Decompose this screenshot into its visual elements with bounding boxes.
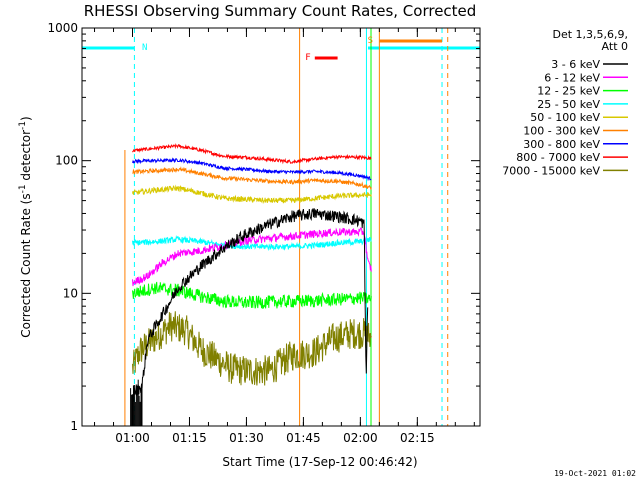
x-tick-label: 01:45 [286, 431, 321, 445]
series-line [132, 227, 372, 287]
legend-label: 7000 - 15000 keV [502, 164, 600, 177]
plot-frame [81, 27, 481, 427]
x-tick-label: 02:00 [343, 431, 378, 445]
legend-label: 3 - 6 keV [551, 58, 600, 71]
legend-label: 50 - 100 keV [530, 111, 600, 124]
legend-label: 25 - 50 keV [537, 98, 600, 111]
x-tick-label: 01:30 [229, 431, 264, 445]
x-axis-label: Start Time (17-Sep-12 00:46:42) [222, 455, 417, 469]
legend-label: 800 - 7000 keV [516, 151, 600, 164]
footer-timestamp: 19-Oct-2021 01:02 [554, 469, 636, 478]
y-axis-label: Corrected Count Rate (s-1 detector-1) [18, 116, 33, 337]
marker-label-n: N [142, 43, 147, 53]
y-axis-label-sup1: -1 [18, 184, 28, 193]
y-tick-label: 1 [70, 419, 78, 433]
y-axis: 1 10 100 1000 [47, 21, 480, 433]
series-line [132, 166, 372, 190]
series-line [132, 143, 372, 165]
legend-label: 300 - 800 keV [523, 138, 600, 151]
y-tick-label: 10 [63, 286, 78, 300]
series-line [132, 208, 369, 402]
legend-title-attenuator: Att 0 [602, 40, 628, 53]
y-axis-label-mid: detector [19, 130, 33, 185]
x-axis: 01:00 01:15 01:30 01:45 02:00 02:15 [94, 28, 475, 445]
y-tick-label: 100 [55, 154, 78, 168]
legend-label: 100 - 300 keV [523, 125, 600, 138]
y-axis-label-sup2: -1 [18, 121, 28, 130]
series-line [132, 235, 372, 252]
x-tick-label: 01:15 [172, 431, 207, 445]
marker-label-f: F [305, 53, 310, 63]
series-line [132, 157, 372, 182]
y-axis-label-end: ) [19, 116, 33, 121]
marker-label-s: S [368, 36, 373, 46]
x-tick-label: 02:15 [400, 431, 435, 445]
series-line [132, 184, 372, 204]
chart-title: RHESSI Observing Summary Count Rates, Co… [84, 2, 477, 20]
series-line [132, 311, 372, 386]
y-axis-label-main: Corrected Count Rate (s [19, 193, 33, 337]
interval-markers: N F S [82, 28, 480, 426]
legend-label: 12 - 25 keV [537, 85, 600, 98]
y-tick-label: 1000 [47, 21, 78, 35]
plot-area: N F S [82, 28, 480, 426]
series-3-6-start-bars [130, 379, 143, 426]
x-tick-label: 01:00 [115, 431, 150, 445]
legend-title-detectors: Det 1,3,5,6,9, [552, 28, 628, 41]
legend-label: 6 - 12 keV [544, 71, 600, 84]
